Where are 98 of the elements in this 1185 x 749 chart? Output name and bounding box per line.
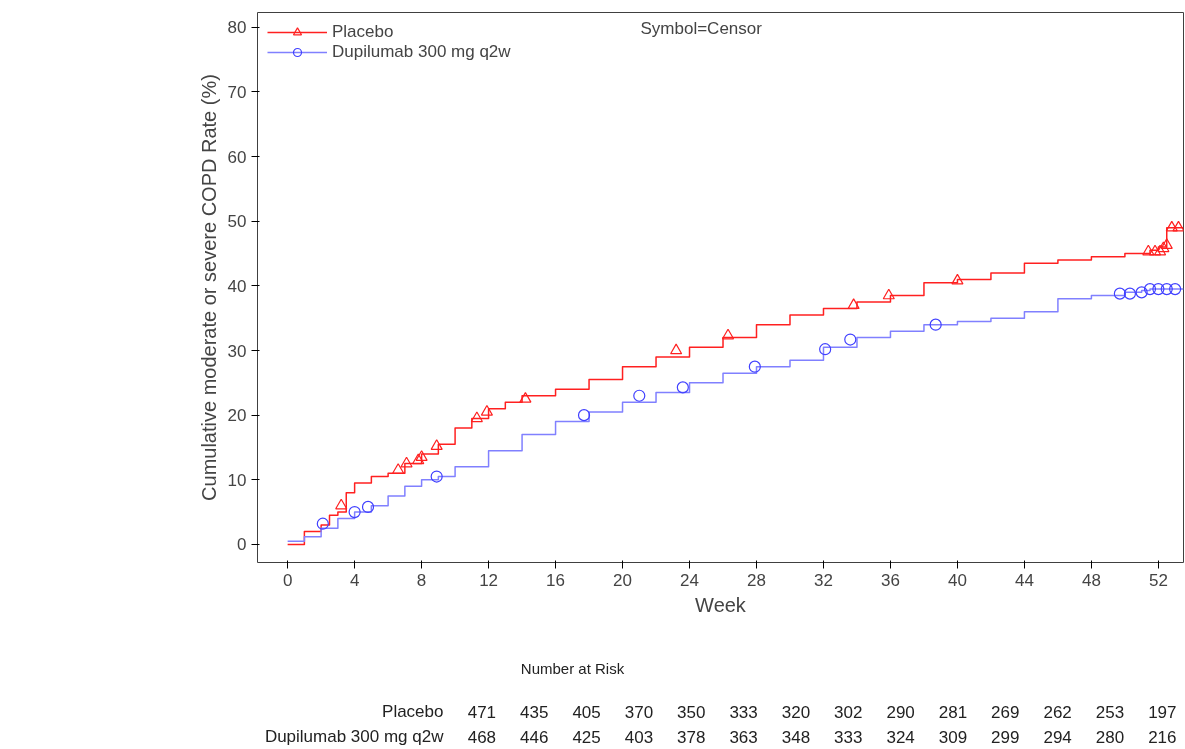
point xyxy=(1113,287,1126,300)
y-tick-label: 0 xyxy=(237,535,247,555)
point xyxy=(316,517,329,530)
text: 253 xyxy=(1095,702,1125,722)
text: Placebo xyxy=(382,702,444,721)
point xyxy=(1123,287,1137,300)
point xyxy=(951,273,964,285)
text: 370 xyxy=(624,702,654,722)
y-tick-label: 80 xyxy=(227,18,247,38)
point xyxy=(470,411,483,423)
text: 333 xyxy=(729,702,758,722)
text: 302 xyxy=(834,702,863,722)
x-tick-label: 44 xyxy=(1014,570,1034,590)
text: 378 xyxy=(677,727,706,747)
point xyxy=(1143,283,1157,296)
text: 446 xyxy=(520,727,549,747)
text: 269 xyxy=(991,702,1020,722)
text: 216 xyxy=(1148,727,1177,747)
y-tick-label: 50 xyxy=(227,212,247,232)
point xyxy=(392,463,405,474)
text: 281 xyxy=(938,702,968,722)
y-axis-title: Cumulative moderate or severe COPD Rate (%) xyxy=(197,74,220,501)
point xyxy=(1169,283,1182,296)
x-tick-label: 48 xyxy=(1081,570,1101,590)
x-tick-label: 12 xyxy=(479,570,499,590)
text: 280 xyxy=(1095,727,1125,747)
legend-label: Dupilumab 300 mg q2w xyxy=(332,42,511,62)
point xyxy=(1160,238,1173,249)
text: 294 xyxy=(1043,727,1072,747)
point xyxy=(430,439,443,450)
point xyxy=(415,450,428,461)
text: 348 xyxy=(781,727,811,747)
legend-label: Placebo xyxy=(332,22,394,42)
point xyxy=(1148,244,1162,256)
text: Dupilumab 300 mg q2w xyxy=(264,727,445,746)
point xyxy=(577,409,591,422)
point xyxy=(519,392,532,403)
point xyxy=(361,500,375,514)
text: 309 xyxy=(938,727,968,747)
y-tick-label: 60 xyxy=(227,147,247,167)
x-tick-label: 8 xyxy=(416,570,427,590)
y-tick-label: 10 xyxy=(227,470,247,490)
point xyxy=(1153,244,1167,256)
point xyxy=(1135,286,1148,299)
text: 299 xyxy=(991,727,1020,747)
point xyxy=(400,456,413,468)
point xyxy=(430,470,443,483)
x-tick-label: 28 xyxy=(747,570,766,590)
x-axis-title: Week xyxy=(695,593,747,616)
text: 290 xyxy=(886,702,915,722)
text: 435 xyxy=(520,702,549,722)
text: 320 xyxy=(781,702,811,722)
point xyxy=(1165,220,1178,232)
y-tick-label: 20 xyxy=(227,406,247,426)
y-tick-label: 30 xyxy=(227,341,247,361)
x-tick-label: 40 xyxy=(947,570,967,590)
text: 262 xyxy=(1043,702,1072,722)
point xyxy=(1157,241,1170,253)
point xyxy=(480,404,494,416)
point xyxy=(676,381,689,394)
text: Number at Risk xyxy=(520,660,625,677)
point xyxy=(721,328,735,340)
point xyxy=(1160,283,1173,296)
y-tick-label: 70 xyxy=(227,82,247,102)
x-tick-label: 24 xyxy=(680,570,699,590)
x-tick-label: 4 xyxy=(349,570,360,590)
x-tick-label: 0 xyxy=(282,570,293,590)
annotation: Symbol=Censor xyxy=(640,18,763,38)
text: 333 xyxy=(834,727,863,747)
text: 425 xyxy=(572,727,601,747)
point xyxy=(882,288,895,300)
point xyxy=(748,360,761,373)
x-tick-label: 36 xyxy=(881,570,900,590)
point xyxy=(844,333,857,346)
text: 405 xyxy=(572,702,601,722)
text: 468 xyxy=(467,727,497,747)
point xyxy=(1152,283,1165,296)
point xyxy=(633,389,646,402)
point xyxy=(929,318,942,331)
text: 350 xyxy=(677,702,706,722)
text: 324 xyxy=(886,727,915,747)
point xyxy=(348,506,361,519)
x-tick-label: 16 xyxy=(546,570,566,590)
y-tick-label: 40 xyxy=(227,276,247,296)
text: 471 xyxy=(467,702,497,722)
text: 403 xyxy=(624,727,654,747)
point xyxy=(335,498,348,510)
x-tick-label: 32 xyxy=(814,570,833,590)
text: 197 xyxy=(1148,702,1177,722)
point xyxy=(847,298,860,310)
x-tick-label: 52 xyxy=(1148,570,1168,590)
text: 363 xyxy=(729,727,758,747)
point xyxy=(819,343,832,356)
point xyxy=(1142,244,1155,256)
point xyxy=(412,453,425,465)
point xyxy=(1172,220,1184,232)
point xyxy=(670,343,683,355)
x-tick-label: 20 xyxy=(613,570,633,590)
